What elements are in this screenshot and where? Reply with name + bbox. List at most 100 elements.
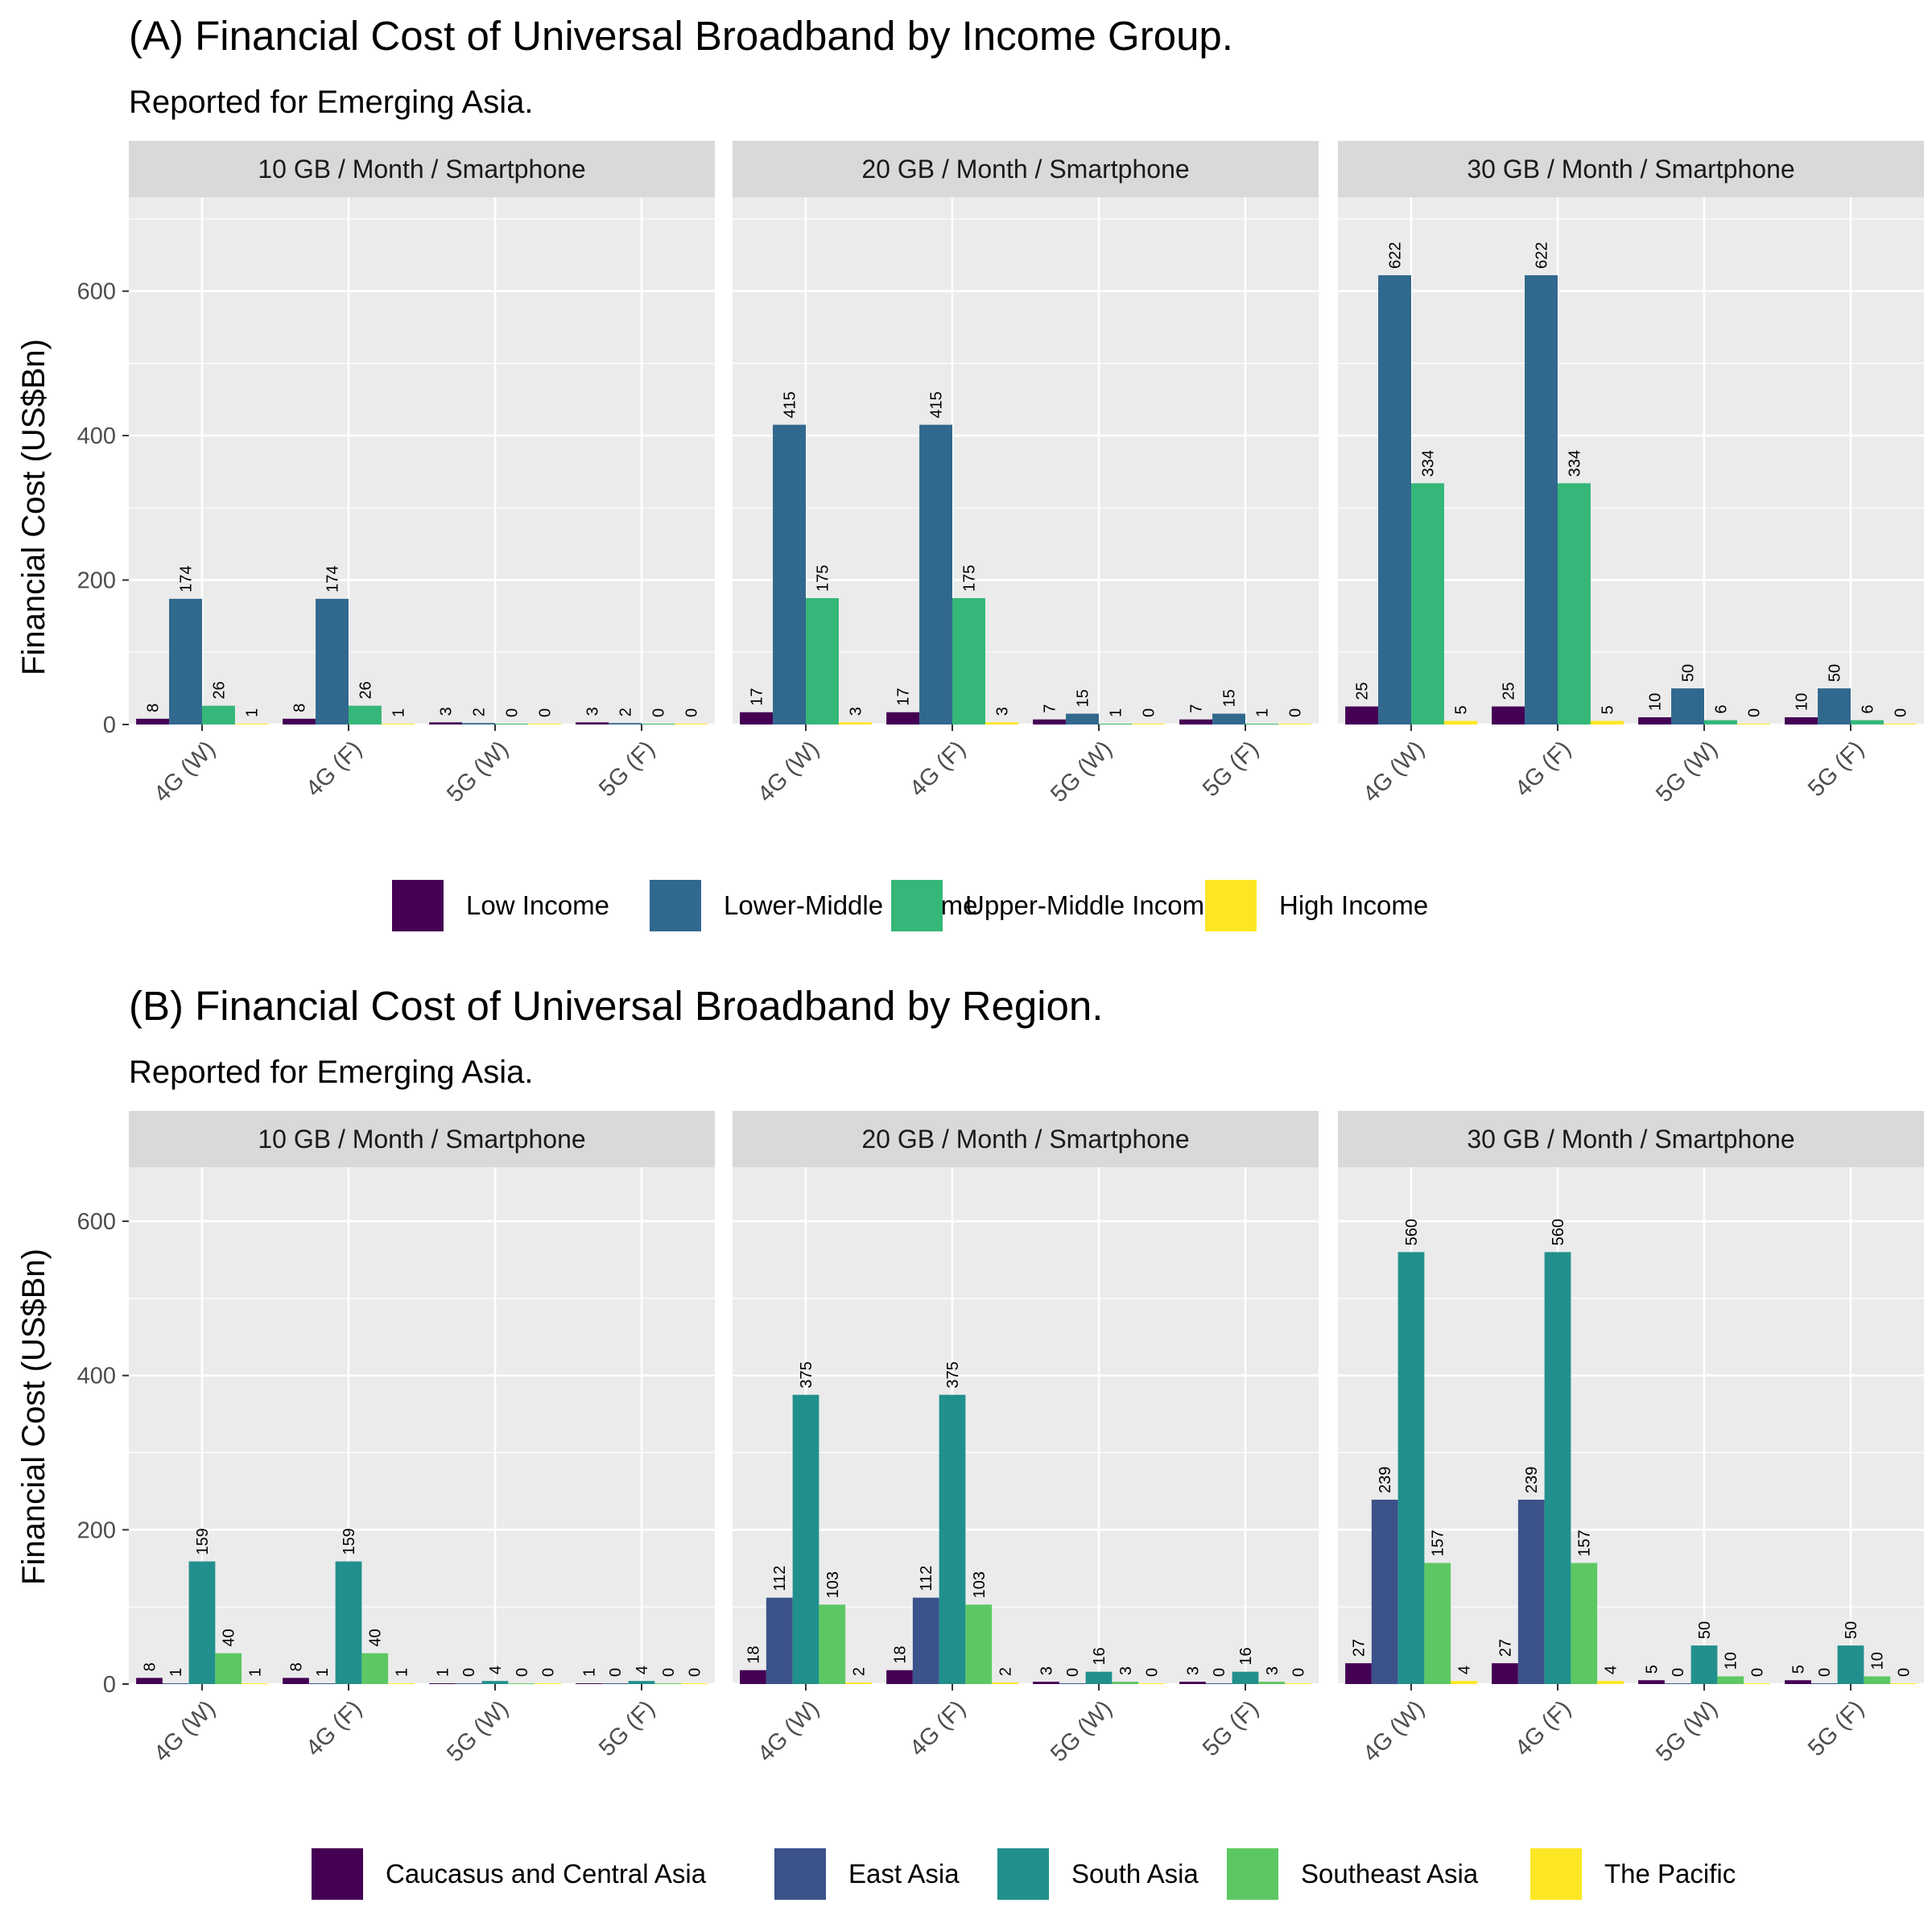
chart-b-y-axis-label: Financial Cost (US$Bn) — [16, 1249, 52, 1585]
data-label: 1 — [314, 1668, 332, 1677]
data-label: 239 — [1523, 1467, 1541, 1493]
bar-5gf-series-3 — [1837, 1645, 1864, 1684]
bar-5gf-series-1 — [1179, 719, 1213, 724]
x-tick-label: 5G (W) — [1651, 736, 1723, 807]
legend-item: Southeast Asia — [1227, 1848, 1479, 1900]
data-label: 26 — [210, 681, 228, 699]
data-label: 17 — [895, 687, 913, 705]
bar-5gf-series-2 — [601, 1683, 629, 1684]
bar-4gw-series-5 — [845, 1682, 872, 1684]
bar-4gw-series-2 — [162, 1683, 189, 1684]
bar-4gf-series-1 — [1492, 706, 1525, 724]
bar-5gf-series-2 — [609, 723, 642, 724]
data-label: 2 — [471, 708, 489, 716]
legend-swatch — [891, 880, 943, 931]
bar-5gf-series-2 — [1212, 713, 1245, 724]
data-label: 8 — [287, 1662, 305, 1671]
bar-5gw-series-1 — [1638, 717, 1672, 724]
legend-label: Caucasus and Central Asia — [386, 1859, 707, 1889]
x-tick-label: 4G (F) — [301, 736, 367, 802]
data-label: 1 — [243, 708, 261, 717]
data-label: 7 — [1188, 704, 1206, 713]
data-label: 10 — [1869, 1652, 1887, 1670]
x-tick-label: 4G (F) — [1510, 1695, 1576, 1761]
bar-4gw-series-3 — [806, 597, 839, 724]
bar-4gf-series-3 — [1558, 483, 1591, 724]
bar-5gf-series-1 — [576, 1683, 602, 1684]
data-label: 103 — [824, 1571, 842, 1598]
data-label: 1 — [167, 1668, 185, 1677]
y-tick-label: 400 — [77, 423, 116, 449]
data-label: 3 — [1038, 1666, 1055, 1675]
data-label: 159 — [194, 1528, 212, 1554]
bar-4gw-series-1 — [136, 1678, 163, 1684]
bar-4gf-series-2 — [316, 598, 349, 724]
x-tick-label: 5G (F) — [594, 736, 660, 802]
bar-5gw-series-1 — [1638, 1680, 1665, 1684]
data-label: 375 — [944, 1361, 962, 1388]
bar-4gw-series-5 — [242, 1683, 268, 1684]
data-label: 0 — [1064, 1668, 1082, 1677]
bar-5gw-series-2 — [455, 1683, 482, 1684]
y-tick-label: 200 — [77, 1517, 116, 1543]
data-label: 0 — [1749, 1668, 1767, 1677]
data-label: 1 — [390, 708, 407, 717]
bar-4gf-series-4 — [985, 722, 1018, 724]
data-label: 2 — [851, 1667, 869, 1676]
data-label: 1 — [247, 1668, 265, 1677]
bar-5gf-series-3 — [1232, 1671, 1259, 1684]
data-label: 0 — [607, 1668, 625, 1677]
data-label: 3 — [1184, 1666, 1202, 1675]
facet-strip — [733, 141, 1319, 197]
bar-5gw-series-3 — [1690, 1645, 1718, 1684]
bar-4gw-series-4 — [215, 1653, 242, 1684]
bar-5gf-series-4 — [1864, 1676, 1891, 1684]
bar-4gw-series-1 — [740, 1670, 766, 1684]
legend-swatch — [1205, 880, 1257, 931]
data-label: 0 — [1140, 708, 1158, 717]
data-label: 0 — [1286, 708, 1304, 717]
bar-5gw-series-3 — [1085, 1671, 1113, 1684]
legend-item: East Asia — [774, 1848, 960, 1900]
data-label: 40 — [367, 1629, 385, 1646]
bar-4gf-series-4 — [1571, 1563, 1598, 1684]
data-label: 174 — [324, 566, 342, 592]
data-label: 112 — [771, 1566, 789, 1591]
bar-5gw-series-2 — [1066, 713, 1099, 724]
legend-label: The Pacific — [1604, 1859, 1736, 1889]
data-label: 5 — [1599, 705, 1616, 714]
bar-5gw-series-2 — [1059, 1683, 1086, 1684]
chart-a-panel-1: 10 GB / Month / Smartphone 8 174 26 1 8 174 26 1… — [77, 141, 715, 807]
bar-5gw-series-5 — [535, 1683, 561, 1684]
legend-item: High Income — [1205, 880, 1428, 931]
data-label: 3 — [847, 707, 865, 716]
bar-5gw-series-4 — [508, 1683, 535, 1684]
bar-4gw-series-4 — [819, 1604, 846, 1684]
bar-4gf-series-3 — [335, 1561, 362, 1684]
data-label: 18 — [891, 1646, 909, 1664]
x-tick-label: 5G (F) — [1803, 1695, 1869, 1761]
bar-4gf-series-1 — [283, 718, 316, 724]
data-label: 5 — [1452, 705, 1470, 714]
bar-4gf-series-2 — [1525, 275, 1558, 724]
bar-5gf-series-1 — [576, 722, 609, 724]
facet-strip-label: 10 GB / Month / Smartphone — [258, 155, 585, 184]
data-label: 26 — [357, 681, 374, 699]
data-label: 157 — [1576, 1530, 1594, 1556]
data-label: 415 — [782, 391, 799, 418]
data-label: 560 — [1550, 1219, 1567, 1245]
facet-strip — [129, 1111, 715, 1167]
data-label: 2 — [617, 708, 635, 716]
legend-item: The Pacific — [1530, 1848, 1736, 1900]
y-tick-label: 600 — [77, 279, 116, 305]
panel-background — [129, 197, 715, 724]
legend-label: Upper-Middle Income — [965, 890, 1219, 920]
facet-strip-label: 10 GB / Month / Smartphone — [258, 1125, 585, 1154]
bar-5gf-series-5 — [1285, 1683, 1311, 1684]
data-label: 3 — [993, 707, 1011, 716]
legend-item: Caucasus and Central Asia — [312, 1848, 707, 1900]
bar-5gw-series-5 — [1744, 1683, 1770, 1684]
legend-swatch — [997, 1848, 1049, 1900]
bar-4gw-series-3 — [1411, 483, 1444, 724]
